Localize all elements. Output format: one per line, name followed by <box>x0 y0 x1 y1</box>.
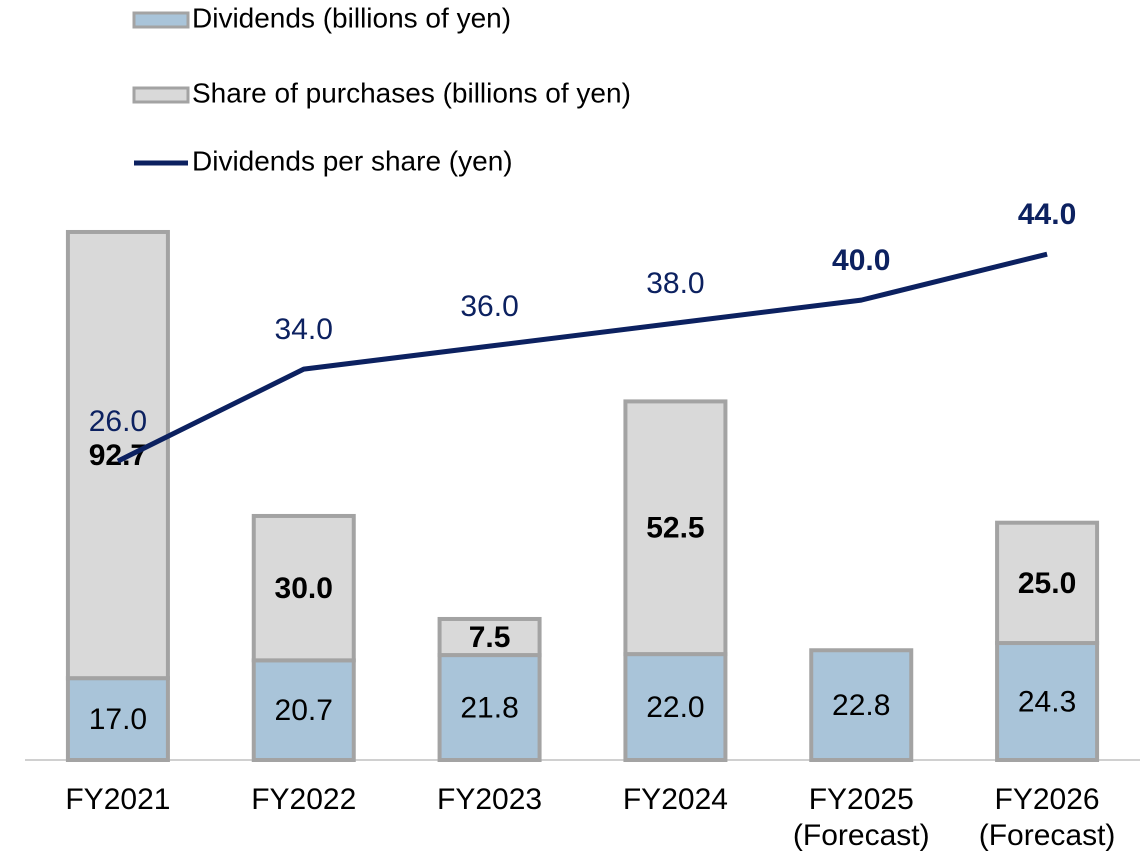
line <box>116 251 1048 464</box>
legend-swatch <box>132 11 190 29</box>
bar-segment <box>437 616 542 658</box>
bar-segment <box>251 513 356 663</box>
bar-label: 92.7 <box>89 439 147 472</box>
bar-label: 20.7 <box>275 694 333 727</box>
x-tick-label: FY2024 <box>622 783 728 816</box>
bar-label: 21.8 <box>460 691 518 724</box>
x-tick-label: FY2026 (Forecast) <box>978 783 1116 852</box>
legend-label: Dividends per share (yen) <box>192 145 513 176</box>
bar-segment <box>437 653 542 762</box>
bar-label: 22.0 <box>646 691 704 724</box>
line-label: 40.0 <box>832 244 890 277</box>
bar-label: 24.3 <box>1018 685 1076 718</box>
bar-segment <box>65 676 170 763</box>
line-label: 44.0 <box>1018 198 1076 231</box>
x-tick-label: FY2021 <box>65 783 171 816</box>
x-tick-label: FY2023 <box>437 783 543 816</box>
legend-label: Dividends (billions of yen) <box>192 2 511 33</box>
bar-label: 17.0 <box>89 703 147 736</box>
line-label: 36.0 <box>460 290 518 323</box>
bar-label: 52.5 <box>646 512 704 545</box>
bar-segment <box>623 652 728 763</box>
x-tick-label: FY2022 <box>251 783 357 816</box>
bar-label: 25.0 <box>1018 567 1076 600</box>
legend-label: Share of purchases (billions of yen) <box>192 77 631 108</box>
bar-segment <box>995 641 1100 763</box>
bar-label: 22.8 <box>832 689 890 722</box>
legend-swatch <box>132 86 190 104</box>
bar-segment <box>809 648 914 762</box>
bar-label: 7.5 <box>469 621 511 654</box>
line-label: 34.0 <box>275 313 333 346</box>
line-label: 26.0 <box>89 405 147 438</box>
bar-segment <box>995 520 1100 646</box>
bar-segment <box>65 229 170 681</box>
bar-label: 30.0 <box>275 572 333 605</box>
bar-segment <box>623 399 728 657</box>
x-tick-label: FY2025 (Forecast) <box>792 783 930 852</box>
line-label: 38.0 <box>646 267 704 300</box>
